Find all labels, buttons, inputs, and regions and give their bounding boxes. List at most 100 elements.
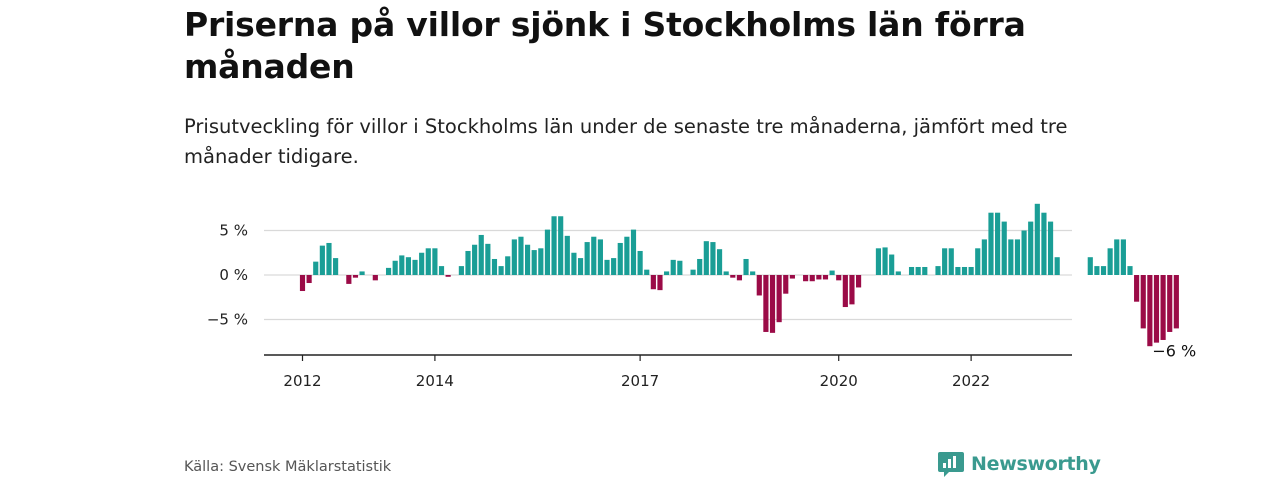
bar	[822, 275, 829, 280]
bar	[505, 256, 511, 275]
y-tick-label: 5 %	[219, 222, 248, 240]
bar	[1107, 248, 1113, 275]
bar	[816, 275, 822, 280]
x-tick-label: 2020	[820, 372, 858, 390]
bar	[432, 248, 438, 275]
brand-name: Newsworthy	[971, 453, 1101, 475]
bar	[326, 242, 332, 275]
last-value-label: −6 %	[1152, 341, 1196, 360]
bar	[1014, 239, 1021, 275]
bar	[915, 266, 921, 275]
bar	[419, 252, 425, 275]
bar	[346, 275, 352, 284]
bar	[306, 275, 312, 284]
bar	[1120, 239, 1126, 275]
bar	[657, 275, 663, 291]
bar	[1001, 221, 1007, 275]
bar	[525, 244, 531, 275]
bar	[405, 257, 411, 275]
bar	[1160, 275, 1166, 340]
bar	[975, 248, 981, 275]
bar	[425, 248, 431, 275]
bar	[644, 269, 650, 275]
bar	[577, 258, 584, 275]
bar	[551, 216, 557, 275]
bar	[829, 270, 835, 275]
bar	[299, 275, 306, 292]
bar	[604, 259, 610, 275]
bar	[485, 243, 491, 275]
bar	[564, 235, 570, 275]
bar	[743, 258, 749, 275]
brand-logo: Newsworthy	[937, 450, 1101, 478]
bar	[981, 239, 987, 275]
bar	[935, 266, 941, 275]
bar	[412, 259, 418, 275]
bar	[882, 247, 888, 275]
bar	[1028, 221, 1034, 275]
source-note: Källa: Svensk Mäklarstatistik	[184, 459, 392, 475]
newsworthy-logo-icon	[938, 452, 964, 477]
bar	[809, 275, 815, 282]
bar	[491, 258, 498, 275]
bar	[736, 275, 742, 281]
bar	[544, 229, 551, 275]
bar	[458, 266, 464, 275]
bar	[769, 275, 776, 333]
bar	[617, 242, 623, 275]
bar	[1140, 275, 1146, 329]
bar	[664, 271, 670, 275]
bar	[1054, 257, 1060, 275]
y-tick-label: −5 %	[207, 311, 248, 329]
bar	[478, 234, 484, 275]
x-tick-label: 2014	[416, 372, 454, 390]
bar	[472, 244, 478, 275]
bar	[465, 250, 471, 275]
bar	[889, 254, 895, 275]
y-axis-ticks: 5 % 0 % −5 %	[207, 222, 248, 329]
bar	[763, 275, 769, 332]
bar	[677, 260, 683, 275]
bar	[531, 250, 537, 275]
bar	[875, 248, 882, 275]
y-tick-label: 0 %	[219, 266, 248, 284]
bar	[392, 260, 398, 275]
bar	[1100, 266, 1107, 275]
bar	[1127, 266, 1133, 275]
bar	[511, 239, 517, 275]
bar	[611, 258, 617, 275]
bar	[571, 252, 577, 275]
bar	[558, 216, 564, 275]
bar	[789, 275, 795, 279]
bar	[1087, 257, 1093, 275]
bar	[313, 261, 319, 275]
bar	[908, 266, 915, 275]
bar	[849, 275, 855, 305]
bar	[948, 248, 954, 275]
bar	[591, 236, 597, 275]
bars	[299, 203, 1179, 347]
bar	[1021, 230, 1027, 275]
bar	[776, 275, 782, 323]
bar	[756, 275, 762, 296]
chart-subtitle: Prisutveckling för villor i Stockholms l…	[184, 115, 1068, 168]
bar	[942, 248, 948, 275]
bar	[352, 275, 359, 278]
bar	[716, 249, 723, 275]
bar	[1034, 203, 1040, 275]
bar	[955, 266, 961, 275]
bar	[842, 275, 848, 308]
bar	[697, 258, 703, 275]
bar	[690, 269, 696, 275]
bar	[750, 271, 756, 275]
bar	[518, 236, 524, 275]
bar	[1041, 212, 1047, 275]
bar	[670, 259, 676, 275]
bar	[968, 266, 974, 275]
bar	[597, 239, 603, 275]
bar	[710, 242, 716, 275]
chart-title: Priserna på villor sjönk i Stockholms lä…	[184, 5, 1026, 86]
bar	[1173, 275, 1179, 329]
bar	[1047, 221, 1054, 275]
